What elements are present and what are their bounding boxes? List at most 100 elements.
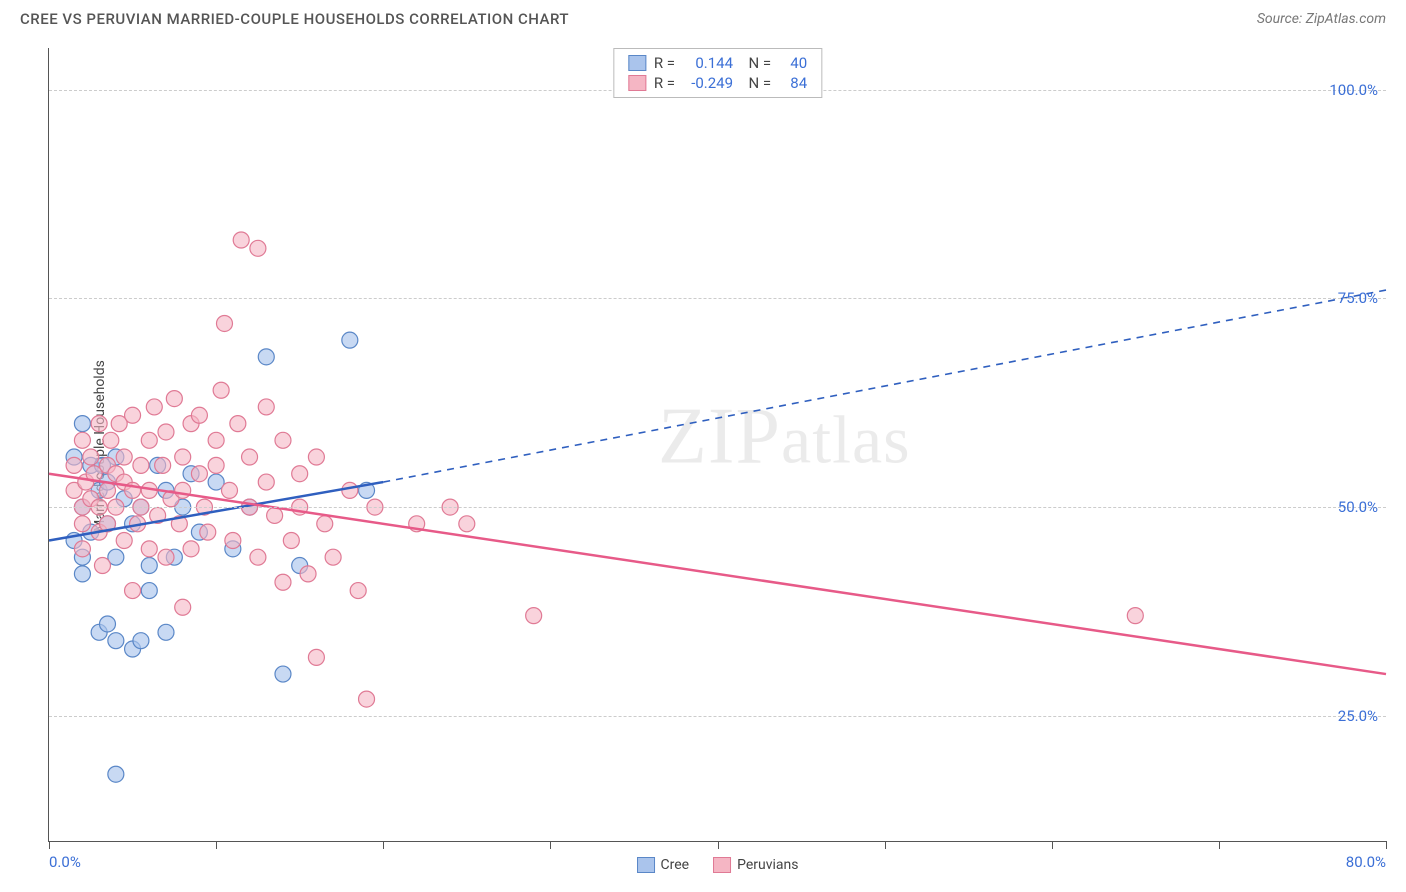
correlation-stats-box: R = 0.144 N = 40R = -0.249 N = 84: [613, 48, 822, 98]
scatter-point: [250, 549, 266, 565]
scatter-point: [292, 466, 308, 482]
series-swatch: [628, 75, 646, 91]
stat-n-label: N =: [741, 54, 771, 72]
scatter-point: [74, 416, 90, 432]
stat-r-label: R =: [654, 74, 675, 92]
scatter-point: [325, 549, 341, 565]
scatter-point: [166, 391, 182, 407]
x-tick: [383, 841, 384, 849]
scatter-point: [175, 449, 191, 465]
scatter-point: [99, 482, 115, 498]
plot-area: ZIPatlas R =0.144 N =40R =-0.249 N =84 C…: [48, 48, 1386, 842]
gridline: [49, 298, 1386, 299]
scatter-point: [242, 449, 258, 465]
legend-item: Cree: [637, 857, 690, 873]
scatter-point: [200, 524, 216, 540]
x-tick: [216, 841, 217, 849]
scatter-point: [83, 449, 99, 465]
chart-source: Source: ZipAtlas.com: [1257, 11, 1386, 27]
scatter-point: [283, 532, 299, 548]
scatter-point: [183, 541, 199, 557]
y-tick-label: 75.0%: [1338, 289, 1378, 307]
scatter-point: [158, 549, 174, 565]
scatter-point: [308, 449, 324, 465]
stats-row: R =0.144 N =40: [628, 53, 807, 73]
gridline: [49, 507, 1386, 508]
chart-title: CREE VS PERUVIAN MARRIED-COUPLE HOUSEHOL…: [20, 10, 569, 28]
scatter-point: [275, 574, 291, 590]
scatter-point: [275, 666, 291, 682]
scatter-point: [208, 457, 224, 473]
scatter-point: [146, 399, 162, 415]
scatter-point: [308, 649, 324, 665]
scatter-point: [116, 449, 132, 465]
scatter-point: [225, 532, 241, 548]
legend-label: Peruvians: [737, 857, 798, 873]
legend-item: Peruvians: [713, 857, 798, 873]
scatter-point: [230, 416, 246, 432]
scatter-point: [141, 541, 157, 557]
x-tick-label: 80.0%: [1346, 853, 1386, 871]
x-tick: [1386, 841, 1387, 849]
scatter-point: [258, 399, 274, 415]
scatter-point: [208, 432, 224, 448]
stat-n-label: N =: [741, 74, 771, 92]
scatter-point: [233, 232, 249, 248]
scatter-point: [275, 432, 291, 448]
trend-line: [49, 474, 1386, 674]
scatter-point: [155, 457, 171, 473]
y-tick-label: 50.0%: [1338, 498, 1378, 516]
scatter-point: [342, 332, 358, 348]
stat-n-value: 40: [779, 54, 807, 72]
scatter-point: [191, 466, 207, 482]
x-tick-label: 0.0%: [49, 853, 81, 871]
scatter-point: [300, 566, 316, 582]
x-tick: [1219, 841, 1220, 849]
scatter-point: [66, 457, 82, 473]
scatter-point: [158, 624, 174, 640]
x-tick: [718, 841, 719, 849]
gridline: [49, 716, 1386, 717]
scatter-point: [459, 516, 475, 532]
stats-row: R = -0.249 N = 84: [628, 73, 807, 93]
scatter-point: [175, 599, 191, 615]
scatter-point: [74, 566, 90, 582]
stat-r-value: 0.144: [683, 54, 733, 72]
series-swatch: [628, 55, 646, 71]
scatter-point: [108, 766, 124, 782]
chart-header: CREE VS PERUVIAN MARRIED-COUPLE HOUSEHOL…: [0, 0, 1406, 36]
scatter-point: [133, 457, 149, 473]
legend-label: Cree: [661, 857, 690, 873]
scatter-point: [258, 349, 274, 365]
legend-swatch: [713, 857, 731, 873]
scatter-point: [526, 608, 542, 624]
trend-line-dashed: [383, 290, 1386, 482]
scatter-point: [116, 532, 132, 548]
y-tick-label: 25.0%: [1338, 707, 1378, 725]
scatter-point: [99, 616, 115, 632]
scatter-point: [191, 407, 207, 423]
scatter-point: [141, 558, 157, 574]
scatter-point: [133, 633, 149, 649]
stat-n-value: 84: [779, 74, 807, 92]
stat-r-value: -0.249: [683, 74, 733, 92]
scatter-point: [258, 474, 274, 490]
scatter-point: [74, 432, 90, 448]
legend: Cree Peruvians: [637, 857, 799, 873]
scatter-point: [141, 432, 157, 448]
x-tick: [885, 841, 886, 849]
scatter-point: [350, 583, 366, 599]
scatter-point: [158, 424, 174, 440]
scatter-point: [108, 633, 124, 649]
scatter-point: [267, 507, 283, 523]
scatter-point: [74, 516, 90, 532]
scatter-point: [74, 541, 90, 557]
scatter-point: [213, 382, 229, 398]
legend-swatch: [637, 857, 655, 873]
scatter-point: [317, 516, 333, 532]
scatter-point: [175, 482, 191, 498]
x-tick: [1052, 841, 1053, 849]
scatter-point: [250, 240, 266, 256]
scatter-point: [221, 482, 237, 498]
scatter-point: [94, 558, 110, 574]
